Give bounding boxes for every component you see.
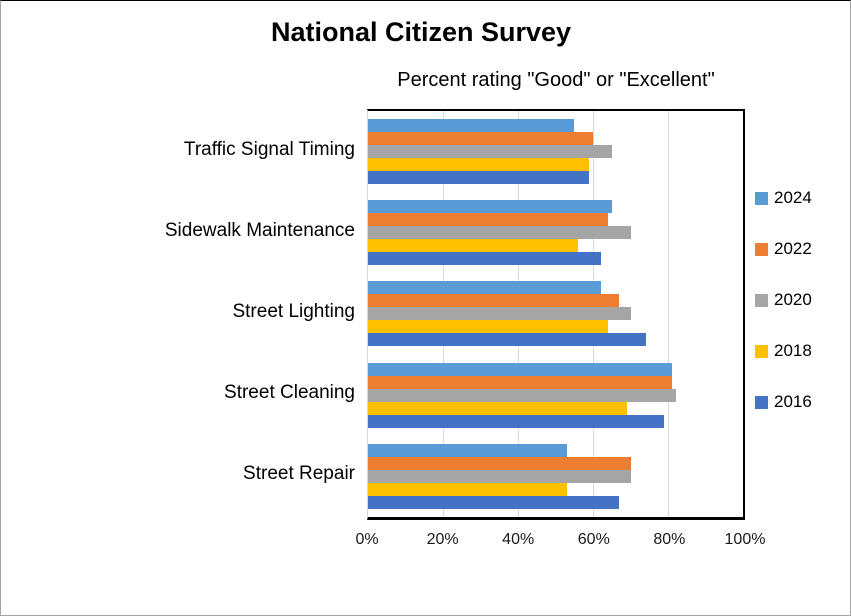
legend-entry: 2020 — [755, 290, 812, 309]
bar-2016-street-lighting — [368, 333, 646, 347]
bar-2024-street-cleaning — [368, 362, 672, 376]
category-label: Street Lighting — [232, 300, 355, 322]
bar-2018-sidewalk-maintenance — [368, 239, 578, 253]
bar-2018-street-cleaning — [368, 401, 627, 415]
gridline — [668, 111, 669, 517]
bar-2024-street-repair — [368, 443, 567, 457]
bar-group-street-cleaning — [368, 355, 743, 436]
bar-2024-traffic-signal-timing — [368, 119, 575, 132]
chart-subtitle: Percent rating "Good" or "Excellent" — [397, 69, 715, 91]
legend-label: 2018 — [774, 341, 812, 360]
bar-2022-street-lighting — [368, 294, 620, 308]
bar-group-street-repair — [368, 436, 743, 517]
legend-label: 2016 — [774, 392, 812, 411]
x-axis-tick-label: 60% — [577, 531, 610, 548]
bar-2024-street-lighting — [368, 281, 601, 295]
bar-2024-sidewalk-maintenance — [368, 200, 612, 214]
bar-2016-traffic-signal-timing — [368, 171, 590, 184]
x-axis-tick-label: 80% — [653, 531, 686, 548]
category-axis-labels: Traffic Signal Timing Sidewalk Maintenanc… — [1, 109, 355, 515]
bar-2020-street-cleaning — [368, 388, 676, 402]
bar-2020-street-lighting — [368, 307, 631, 321]
legend-label: 2020 — [774, 290, 812, 309]
legend-swatch — [755, 242, 768, 256]
bar-group-sidewalk-maintenance — [368, 192, 743, 273]
bar-2016-street-repair — [368, 495, 620, 509]
legend-label: 2022 — [774, 239, 812, 258]
chart-title: National Citizen Survey — [270, 17, 572, 47]
bar-2016-street-cleaning — [368, 414, 665, 428]
bar-group-street-lighting — [368, 273, 743, 354]
bar-2018-traffic-signal-timing — [368, 158, 590, 171]
legend-swatch — [755, 395, 768, 409]
bar-2020-sidewalk-maintenance — [368, 226, 631, 240]
bar-2020-street-repair — [368, 469, 631, 483]
bar-2022-traffic-signal-timing — [368, 132, 593, 145]
x-axis-tick-label: 40% — [502, 531, 535, 548]
legend-entry: 2016 — [755, 392, 812, 411]
plot-area — [367, 109, 745, 520]
legend-entry: 2022 — [755, 239, 812, 258]
legend-swatch — [755, 191, 768, 205]
category-label: Sidewalk Maintenance — [164, 219, 355, 241]
legend: 2024 2022 2020 2018 2016 — [755, 188, 812, 444]
bar-2018-street-repair — [368, 482, 567, 496]
bar-2022-street-repair — [368, 456, 631, 470]
x-axis-tick-label: 100% — [724, 531, 766, 548]
bar-2016-sidewalk-maintenance — [368, 252, 601, 266]
legend-label: 2024 — [774, 188, 812, 207]
bar-2022-sidewalk-maintenance — [368, 213, 608, 227]
bar-2018-street-lighting — [368, 320, 608, 334]
bar-2020-traffic-signal-timing — [368, 145, 612, 158]
bar-2022-street-cleaning — [368, 375, 672, 389]
legend-swatch — [755, 293, 768, 307]
x-axis-tick-label: 0% — [355, 531, 379, 548]
category-label: Traffic Signal Timing — [183, 138, 355, 160]
legend-swatch — [755, 344, 768, 358]
legend-entry: 2024 — [755, 188, 812, 207]
x-axis-tick-label: 20% — [426, 531, 459, 548]
category-label: Street Cleaning — [224, 382, 355, 404]
bar-group-traffic-signal-timing — [368, 111, 743, 192]
category-label: Street Repair — [243, 463, 355, 485]
legend-entry: 2018 — [755, 341, 812, 360]
